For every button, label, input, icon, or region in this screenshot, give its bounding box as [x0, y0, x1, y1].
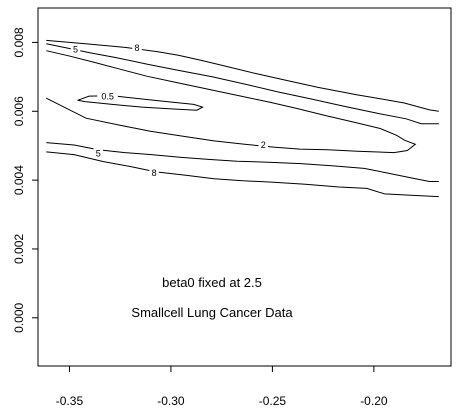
contour-label-gap	[149, 167, 159, 178]
contour-label: 8	[152, 168, 157, 178]
y-tick-label: 0.008	[12, 27, 26, 57]
contour-label-gap	[97, 91, 118, 102]
contour-label-gap	[132, 42, 142, 53]
x-tick-label: -0.25	[259, 394, 287, 408]
contour-line-level-5	[46, 142, 439, 182]
contour-lines	[46, 39, 439, 198]
contour-label: 2	[261, 140, 266, 150]
contour-label-gap	[70, 44, 81, 55]
contour-label-gap	[93, 148, 104, 159]
y-tick-label: 0.006	[12, 96, 26, 126]
contour-line-level-2	[46, 50, 417, 154]
contour-line-level-5	[46, 43, 439, 125]
x-tick-label: -0.30	[157, 394, 185, 408]
y-tick-label: 0.004	[12, 165, 26, 195]
contour-label: 5	[96, 148, 101, 158]
contour-label: 8	[135, 43, 140, 53]
contour-line-level-8	[46, 151, 439, 198]
contour-labels: 8 5 2 0.5 5 8	[70, 42, 269, 178]
y-tick-label: 0.000	[12, 302, 26, 332]
annotation-beta0: beta0 fixed at 2.5	[162, 275, 262, 290]
axis-ticks: -0.35 -0.30 -0.25 -0.20 0.000 0.002 0.004 0.006…	[12, 27, 388, 408]
contour-label: 5	[73, 45, 78, 55]
x-tick-label: -0.20	[360, 394, 388, 408]
y-tick-label: 0.002	[12, 234, 26, 264]
contour-line-level-0-5	[77, 95, 204, 111]
contour-label: 0.5	[101, 91, 114, 101]
annotation-dataset: Smallcell Lung Cancer Data	[131, 305, 293, 320]
x-tick-label: -0.35	[56, 394, 84, 408]
contour-label-gap	[258, 140, 269, 151]
plot-frame	[37, 7, 452, 367]
